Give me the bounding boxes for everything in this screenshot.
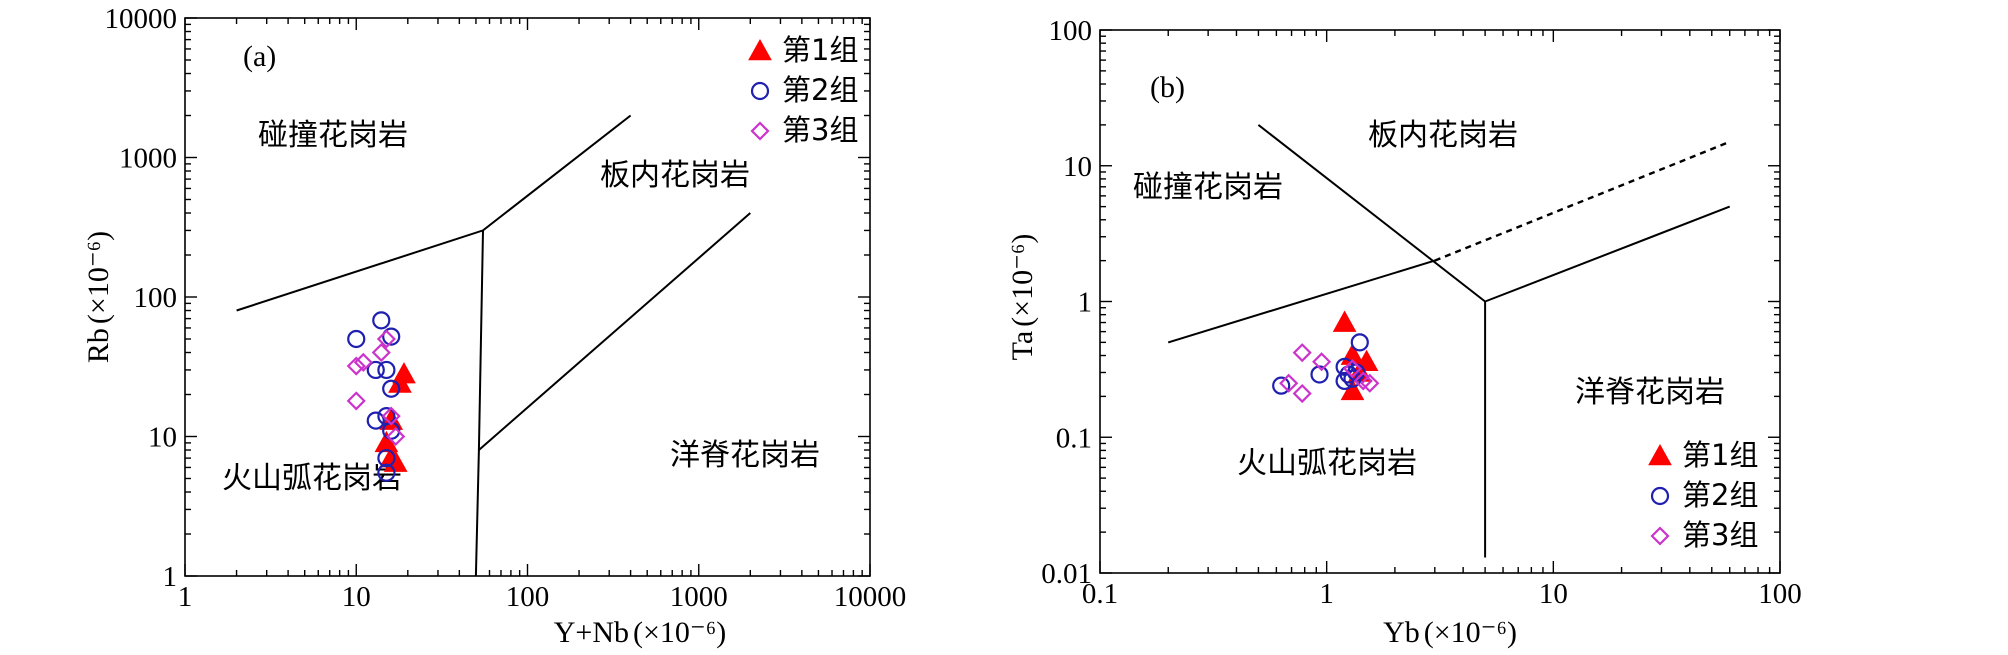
x-tick-label: 100	[1758, 578, 1802, 610]
x-tick-label: 0.1	[1082, 578, 1118, 610]
legend-marker-circle	[1650, 486, 1670, 506]
region-label: 碰撞花岗岩	[258, 118, 408, 153]
region-label: 洋脊花岗岩	[670, 438, 820, 473]
data-point-circle	[1335, 371, 1354, 391]
x-tick-label: 1000	[670, 581, 728, 613]
data-point-diamond	[386, 426, 406, 447]
y-tick-label: 100	[1049, 15, 1093, 47]
data-point-circle	[366, 360, 385, 380]
data-point-diamond	[346, 391, 366, 411]
region-label: 火山弧花岗岩	[1237, 446, 1417, 481]
legend-label: 第1组	[782, 33, 858, 67]
data-point-circle	[377, 463, 396, 482]
y-tick-label: 1	[1078, 287, 1093, 319]
y-tick-label: 10	[148, 422, 177, 454]
x-tick-label: 100	[506, 581, 550, 613]
data-point-diamond	[1292, 343, 1312, 363]
region-label: 板内花岗岩	[600, 158, 750, 193]
y-axis-variable: Ta	[1006, 331, 1039, 361]
y-tick-label: 10	[1063, 151, 1092, 183]
x-tick-label: 10	[342, 581, 371, 613]
region-label: 火山弧花岗岩	[222, 461, 402, 496]
y-axis-unit: (×10⁻⁶)	[82, 231, 115, 324]
y-tick-label: 0.01	[1041, 558, 1092, 590]
x-axis-variable: Yb	[1383, 616, 1420, 649]
data-point-diamond	[1342, 359, 1363, 379]
x-axis-unit: (×10⁻⁶)	[633, 616, 726, 649]
data-point-triangle	[1332, 310, 1357, 332]
x-tick-label: 1	[178, 581, 193, 613]
data-point-circle	[1272, 376, 1291, 395]
plot-frame	[1099, 29, 1781, 574]
boundary-line	[474, 230, 484, 577]
legend-marker-triangle	[748, 38, 772, 61]
data-point-diamond	[1292, 383, 1312, 404]
y-axis-title: Rb (×10⁻⁶)	[82, 231, 115, 363]
x-axis-unit: (×10⁻⁶)	[1424, 616, 1517, 649]
data-point-circle	[1350, 333, 1369, 352]
x-tick-label: 10000	[834, 581, 907, 613]
y-tick-label: 1000	[119, 143, 177, 175]
data-point-circle	[347, 329, 366, 349]
data-point-circle	[377, 360, 396, 380]
data-point-diamond	[1353, 371, 1373, 391]
x-axis-variable: Y+Nb	[554, 616, 629, 649]
data-point-circle	[372, 311, 391, 330]
data-point-diamond	[376, 329, 396, 349]
data-point-diamond	[1360, 373, 1380, 393]
x-tick-label: 1	[1319, 578, 1334, 610]
x-axis-title: Y+Nb (×10⁻⁶)	[554, 616, 726, 649]
panel-label: (a)	[243, 40, 276, 73]
data-point-circle	[382, 327, 401, 346]
data-point-diamond	[1312, 352, 1332, 372]
legend-marker-circle	[750, 81, 770, 101]
region-label: 板内花岗岩	[1368, 118, 1518, 153]
legend-label: 第3组	[1682, 518, 1758, 552]
legend-marker-triangle	[1648, 443, 1672, 466]
data-point-diamond	[346, 356, 366, 376]
data-point-diamond	[1279, 373, 1299, 393]
legend-marker-diamond	[750, 121, 770, 141]
x-axis-title: Yb (×10⁻⁶)	[1383, 616, 1517, 649]
boundary-line	[1484, 205, 1731, 303]
y-axis-variable: Rb	[82, 328, 115, 363]
legend-label: 第2组	[782, 73, 858, 107]
data-point-circle	[382, 379, 401, 398]
boundary-line	[1167, 259, 1436, 344]
panel-label: (b)	[1150, 71, 1185, 104]
y-tick-label: 10000	[105, 3, 178, 35]
legend-label: 第2组	[1682, 478, 1758, 512]
region-label: 碰撞花岗岩	[1133, 170, 1283, 205]
region-label: 洋脊花岗岩	[1575, 375, 1725, 410]
y-tick-label: 1	[163, 561, 178, 593]
x-tick-label: 10	[1539, 578, 1568, 610]
legend-marker-diamond	[1650, 526, 1670, 546]
legend-label: 第1组	[1682, 438, 1758, 472]
boundary-line	[478, 212, 751, 451]
y-axis-title: Ta (×10⁻⁶)	[1006, 234, 1039, 361]
data-point-diamond	[381, 406, 401, 426]
y-tick-label: 100	[134, 282, 178, 314]
data-point-circle	[377, 449, 396, 468]
y-tick-label: 0.1	[1056, 422, 1092, 454]
data-point-diamond	[353, 352, 373, 372]
data-point-diamond	[371, 342, 391, 363]
legend-label: 第3组	[782, 113, 858, 147]
data-point-circle	[366, 411, 385, 430]
boundary-dashed-line	[1434, 140, 1731, 262]
boundary-line	[1257, 124, 1486, 303]
y-axis-unit: (×10⁻⁶)	[1006, 234, 1039, 327]
